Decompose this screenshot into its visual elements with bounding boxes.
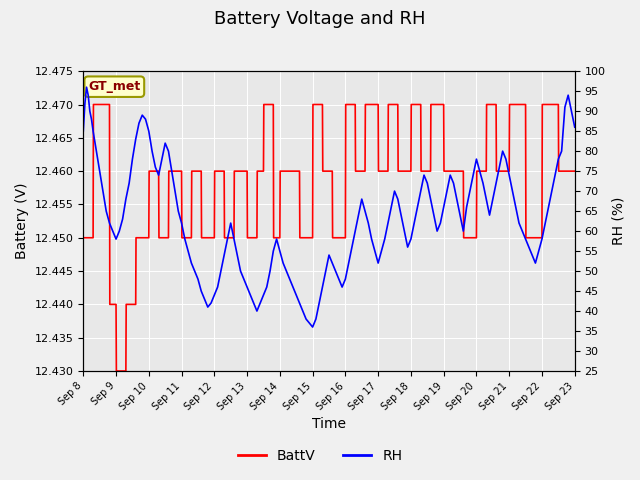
Y-axis label: RH (%): RH (%) bbox=[611, 197, 625, 245]
Text: Battery Voltage and RH: Battery Voltage and RH bbox=[214, 10, 426, 28]
Y-axis label: Battery (V): Battery (V) bbox=[15, 183, 29, 259]
X-axis label: Time: Time bbox=[312, 418, 346, 432]
Text: GT_met: GT_met bbox=[88, 80, 140, 93]
Legend: BattV, RH: BattV, RH bbox=[232, 443, 408, 468]
